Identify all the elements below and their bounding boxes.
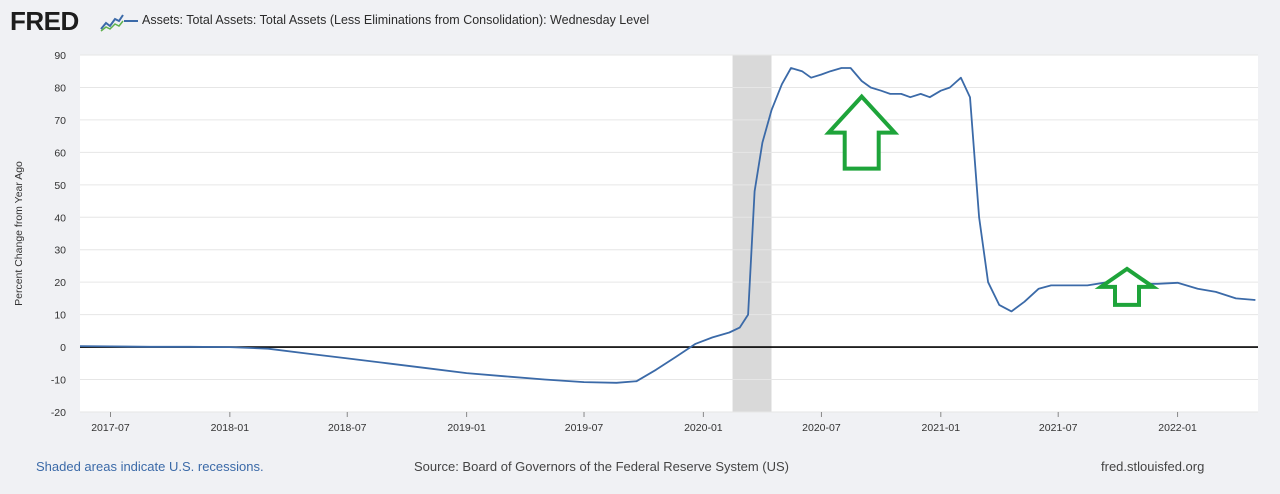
y-tick-label: 30 <box>54 245 66 257</box>
plot-background <box>80 55 1258 412</box>
site-link[interactable]: fred.stlouisfed.org <box>1101 459 1205 474</box>
y-tick-label: 0 <box>60 342 66 354</box>
source-note: Source: Board of Governors of the Federa… <box>414 459 789 474</box>
series-title: Assets: Total Assets: Total Assets (Less… <box>142 13 650 27</box>
x-tick-label: 2022-01 <box>1158 422 1197 434</box>
y-tick-label: 70 <box>54 115 66 127</box>
y-tick-label: 50 <box>54 180 66 192</box>
line-chart: 90 80 70 60 50 40 30 20 10 0 -10 -20 2017-07 2018-01 2… <box>13 50 1258 434</box>
y-tick-label: -20 <box>51 407 66 419</box>
up-arrow-annotation <box>1094 266 1160 307</box>
x-tick-label: 2021-07 <box>1039 422 1078 434</box>
fred-logo-chart-icon <box>100 14 124 32</box>
up-arrow-annotation <box>824 93 900 171</box>
x-tick-label: 2018-07 <box>328 422 367 434</box>
fred-logo[interactable]: FRED <box>10 6 79 36</box>
chart-header: FRED Assets: Total Assets: Total Assets … <box>0 0 1280 40</box>
y-tick-label: 80 <box>54 82 66 94</box>
x-tick-label: 2018-01 <box>211 422 250 434</box>
legend-swatch <box>124 20 138 22</box>
x-tick-label: 2019-07 <box>565 422 604 434</box>
recession-note: Shaded areas indicate U.S. recessions. <box>36 459 264 474</box>
y-tick-label: 60 <box>54 147 66 159</box>
y-tick-label: 90 <box>54 50 66 62</box>
x-tick-label: 2019-01 <box>447 422 486 434</box>
y-tick-label: 10 <box>54 310 66 322</box>
y-tick-label: 40 <box>54 212 66 224</box>
y-tick-label: -10 <box>51 375 66 387</box>
y-tick-label: 20 <box>54 277 66 289</box>
series-line <box>79 67 1256 384</box>
x-tick-label: 2021-01 <box>922 422 961 434</box>
x-tick-label: 2020-07 <box>802 422 841 434</box>
y-axis-label: Percent Change from Year Ago <box>13 161 25 306</box>
chart-area: 90 80 70 60 50 40 30 20 10 0 -10 -20 2017-07 2018-01 2… <box>0 40 1280 440</box>
x-tick-label: 2017-07 <box>91 422 130 434</box>
x-tick-label: 2020-01 <box>684 422 723 434</box>
